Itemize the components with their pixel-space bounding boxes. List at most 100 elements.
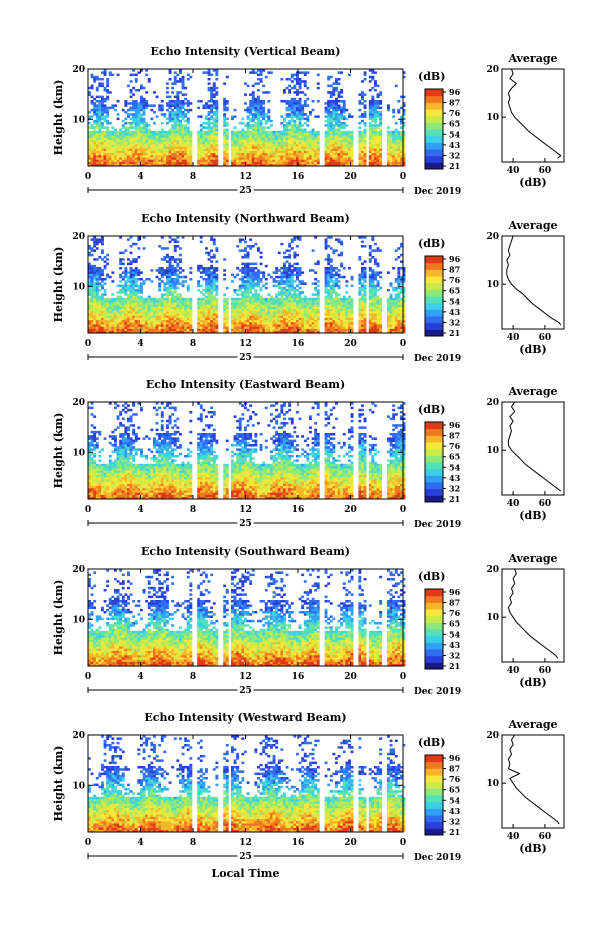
heatmap-cell	[142, 161, 146, 165]
heatmap-cell	[280, 122, 284, 125]
panel-title: Echo Intensity (Vertical Beam)	[150, 45, 340, 58]
heatmap-cell	[298, 119, 302, 123]
heatmap-cell	[285, 108, 289, 112]
heatmap-cell	[142, 328, 146, 332]
heatmap-cell	[335, 108, 338, 112]
heatmap-cell	[98, 295, 102, 299]
heatmap-cell	[267, 326, 271, 329]
heatmap-cell	[231, 300, 234, 303]
heatmap-cell	[171, 150, 175, 154]
heatmap-cell	[207, 78, 211, 81]
heatmap-cell	[371, 111, 375, 114]
heatmap-cell	[155, 137, 159, 140]
heatmap-cell	[93, 242, 97, 246]
x-tick-label: 20	[344, 172, 357, 182]
heatmap-cell	[166, 137, 169, 140]
heatmap-cell	[233, 289, 237, 292]
heatmap-cell	[181, 139, 185, 143]
heatmap-cell	[145, 163, 149, 167]
heatmap-cell	[371, 115, 375, 118]
heatmap-cell	[101, 302, 104, 305]
heatmap-cell	[290, 102, 294, 105]
heatmap-cell	[241, 139, 245, 143]
heatmap-cell	[90, 141, 94, 145]
heatmap-cell	[95, 282, 99, 285]
heatmap-cell	[283, 89, 286, 92]
heatmap-cell	[257, 302, 260, 305]
heatmap-cell	[327, 104, 331, 107]
heatmap-cell	[400, 122, 403, 125]
heatmap-cell	[231, 130, 234, 134]
heatmap-cell	[181, 306, 185, 310]
heatmap-cell	[290, 150, 294, 154]
heatmap-cell	[121, 139, 125, 143]
heatmap-cell	[88, 289, 91, 292]
heatmap-cell	[283, 130, 286, 134]
heatmap-cell	[275, 295, 279, 299]
heatmap-cell	[207, 100, 211, 103]
heatmap-cell	[309, 161, 312, 165]
heatmap-cell	[93, 137, 97, 140]
heatmap-cell	[290, 104, 294, 107]
heatmap-cell	[181, 137, 185, 140]
heatmap-cell	[262, 117, 266, 121]
heatmap-cell	[106, 106, 110, 110]
heatmap-cell	[106, 297, 110, 301]
heatmap-cell	[207, 148, 211, 151]
heatmap-cell	[173, 111, 177, 114]
heatmap-cell	[374, 119, 377, 123]
heatmap-cell	[116, 328, 120, 332]
heatmap-cell	[280, 317, 284, 321]
heatmap-cell	[223, 117, 227, 121]
heatmap-cell	[290, 159, 294, 162]
heatmap-cell	[358, 139, 362, 143]
heatmap-cell	[168, 291, 172, 294]
heatmap-cell	[324, 155, 328, 158]
heatmap-cell	[335, 106, 338, 110]
heatmap-cell	[142, 135, 146, 138]
heatmap-cell	[124, 315, 128, 318]
heatmap-cell	[215, 106, 219, 110]
heatmap-cell	[163, 271, 167, 274]
heatmap-cell	[257, 150, 260, 154]
heatmap-cell	[98, 146, 102, 149]
heatmap-cell	[303, 135, 307, 138]
heatmap-cell	[147, 144, 151, 147]
heatmap-cell	[142, 130, 146, 134]
heatmap-cell	[168, 275, 172, 279]
heatmap-cell	[350, 144, 354, 147]
heatmap-cell	[212, 124, 216, 127]
heatmap-cell	[108, 324, 112, 327]
heatmap-cell	[236, 133, 240, 136]
heatmap-cell	[121, 284, 125, 288]
heatmap-cell	[342, 146, 346, 149]
heatmap-cell	[223, 328, 227, 332]
heatmap-cell	[400, 137, 403, 140]
heatmap-cell	[142, 304, 146, 307]
heatmap-cell	[389, 159, 393, 162]
heatmap-cell	[98, 102, 102, 105]
heatmap-cell	[93, 130, 97, 134]
heatmap-cell	[184, 128, 188, 132]
heatmap-cell	[158, 141, 162, 145]
heatmap-cell	[101, 104, 104, 107]
heatmap-cell	[311, 133, 315, 136]
heatmap-cell	[272, 313, 276, 316]
heatmap-cell	[171, 269, 175, 272]
heatmap-cell	[215, 161, 219, 165]
heatmap-cell	[106, 148, 110, 151]
heatmap-cell	[254, 108, 258, 112]
heatmap-cell	[134, 141, 138, 145]
heatmap-cell	[127, 122, 130, 125]
heatmap-cell	[342, 150, 346, 154]
heatmap-cell	[324, 133, 328, 136]
heatmap-cell	[189, 324, 193, 327]
heatmap-cell	[121, 133, 125, 136]
heatmap-cell	[163, 311, 167, 314]
heatmap-cell	[210, 249, 214, 252]
heatmap-cell	[181, 130, 185, 134]
heatmap-cell	[101, 273, 104, 277]
heatmap-cell	[301, 141, 305, 145]
heatmap-cell	[257, 324, 260, 327]
heatmap-cell	[402, 159, 406, 162]
